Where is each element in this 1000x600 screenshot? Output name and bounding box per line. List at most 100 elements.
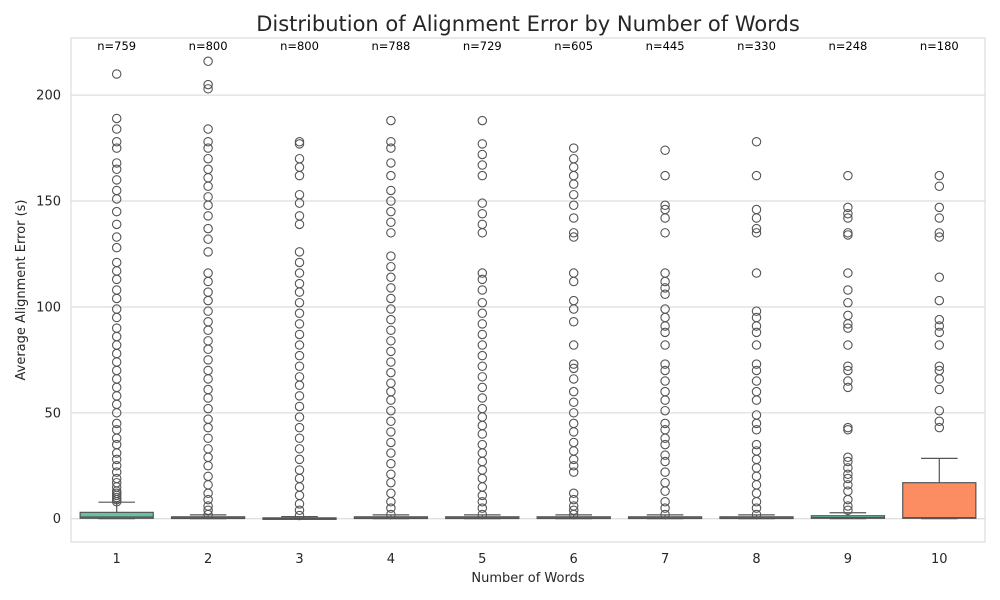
outlier-point <box>477 340 488 350</box>
plot-area: 0 50 100 150 200 1 n=759 2 n=800 3 n=800 4 n=788 5 n=7… <box>36 37 986 567</box>
outlier-point <box>751 488 762 499</box>
outlier-point <box>843 422 853 433</box>
outlier-point <box>568 153 579 164</box>
outlier-point <box>294 361 305 371</box>
outlier-point <box>477 219 488 230</box>
outlier-point <box>843 268 853 278</box>
outlier-point <box>477 350 488 361</box>
outlier-point <box>751 497 762 507</box>
outlier-point <box>294 490 305 501</box>
outlier-point <box>751 509 762 520</box>
outlier-point <box>203 79 213 90</box>
outlier-point <box>111 206 122 217</box>
outlier-point <box>203 181 213 191</box>
outlier-point <box>386 293 396 304</box>
outlier-point <box>111 461 122 471</box>
outlier-point <box>386 386 396 397</box>
outlier-point <box>751 410 762 420</box>
outlier-point <box>843 463 853 473</box>
count-label: n=729 <box>463 39 502 53</box>
outlier-point <box>294 153 305 164</box>
outlier-point <box>294 319 305 329</box>
outlier-point <box>934 365 945 376</box>
outlier-point <box>294 257 305 268</box>
outlier-point <box>386 395 396 405</box>
outlier-point <box>203 384 213 395</box>
outlier-point <box>660 433 670 443</box>
outlier-point <box>386 416 396 427</box>
outlier-point <box>934 405 945 416</box>
outlier-point <box>203 173 213 183</box>
outlier-point <box>386 304 396 314</box>
outlier-point <box>568 408 579 418</box>
outlier-point <box>843 452 853 463</box>
outlier-point <box>751 359 762 369</box>
outlier-point <box>568 143 579 153</box>
outlier-point <box>843 213 853 223</box>
outlier-point <box>203 84 213 94</box>
outlier-point <box>203 268 213 278</box>
outlier-point <box>294 329 305 340</box>
outlier-point <box>751 306 762 316</box>
outlier-point <box>294 444 305 454</box>
outlier-point <box>386 336 396 346</box>
outlier-point <box>934 295 945 306</box>
outlier-point <box>660 477 670 488</box>
outlier-point <box>751 376 762 386</box>
outlier-point <box>386 437 396 448</box>
outlier-point <box>568 505 579 515</box>
outlier-point <box>386 503 396 513</box>
outlier-point <box>477 209 488 219</box>
outlier-point <box>568 200 579 211</box>
x-tick-label: 9 <box>844 552 852 567</box>
outlier-point <box>294 278 305 289</box>
outlier-point <box>203 247 213 257</box>
outlier-point <box>386 185 396 196</box>
outlier-point <box>477 509 488 520</box>
outlier-point <box>477 490 488 501</box>
y-axis-label: Average Alignment Error (s) <box>14 200 29 381</box>
outlier-point <box>111 348 122 359</box>
outlier-point <box>111 374 122 384</box>
outlier-point <box>294 189 305 200</box>
outlier-point <box>203 200 213 211</box>
outlier-point <box>477 268 488 278</box>
outlier-point <box>386 497 396 507</box>
box-1 <box>79 511 154 519</box>
y-tick-label: 50 <box>44 406 61 421</box>
outlier-point <box>203 403 213 414</box>
outlier-point <box>203 211 213 221</box>
outlier-point <box>203 501 213 511</box>
outlier-point <box>111 164 122 175</box>
outlier-point <box>843 365 853 376</box>
outlier-point <box>751 228 762 238</box>
outlier-point <box>568 276 579 287</box>
outlier-point <box>386 314 396 325</box>
outlier-point <box>568 189 579 200</box>
outlier-point <box>477 448 488 458</box>
outlier-point <box>294 170 305 181</box>
outlier-point <box>568 454 579 465</box>
outlier-point <box>568 501 579 511</box>
outlier-point <box>386 458 396 469</box>
outlier-point <box>111 69 122 79</box>
outlier-point <box>294 350 305 361</box>
outlier-point <box>111 365 122 376</box>
outlier-point <box>843 376 853 386</box>
outlier-point <box>934 416 945 427</box>
outlier-point <box>203 192 213 202</box>
outlier-point <box>934 202 945 213</box>
outlier-point <box>203 433 213 443</box>
outlier-point <box>477 503 488 513</box>
outlier-point <box>294 422 305 433</box>
outlier-point <box>111 433 122 443</box>
outlier-point <box>477 115 488 126</box>
outlier-point <box>660 145 670 155</box>
outlier-point <box>751 268 762 278</box>
outlier-point <box>843 228 853 238</box>
outlier-point <box>751 365 762 376</box>
outlier-point <box>751 170 762 181</box>
outlier-point <box>477 228 488 238</box>
outlier-point <box>111 425 122 435</box>
